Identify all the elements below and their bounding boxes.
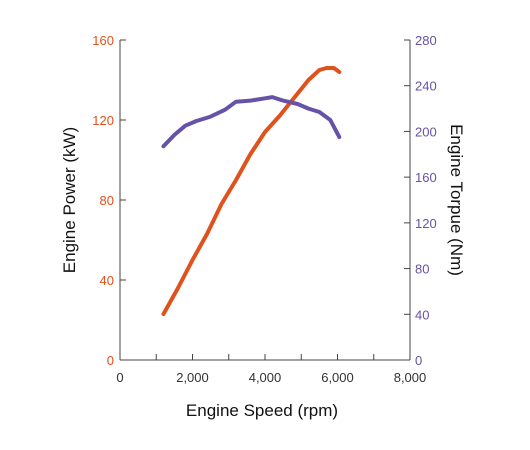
right-tick-label: 40	[415, 307, 429, 322]
x-tick-label: 0	[116, 370, 123, 385]
right-tick-label: 280	[415, 33, 437, 48]
right-tick-label: 0	[415, 353, 422, 368]
left-axis-title: Engine Power (kW)	[60, 127, 79, 273]
tick-labels: 0 2,000 4,000 6,000 8,000 0 40 80 120 160 0 40 80 120…	[92, 33, 436, 385]
x-tick-label: 2,000	[176, 370, 209, 385]
right-axis-title: Engine Torpue (Nm)	[447, 124, 466, 276]
right-tick-label: 240	[415, 79, 437, 94]
right-tick-label: 160	[415, 170, 437, 185]
x-tick-label: 6,000	[321, 370, 354, 385]
series-lines	[161, 66, 342, 316]
axes	[119, 39, 411, 361]
left-tick-label: 120	[92, 113, 114, 128]
x-tick-label: 8,000	[394, 370, 427, 385]
right-tick-label: 80	[415, 262, 429, 277]
torque-line	[161, 95, 342, 149]
left-tick-label: 160	[92, 33, 114, 48]
right-tick-label: 200	[415, 124, 437, 139]
right-tick-label: 120	[415, 216, 437, 231]
x-axis-title: Engine Speed (rpm)	[186, 401, 338, 420]
left-tick-label: 80	[100, 193, 114, 208]
left-tick-label: 40	[100, 273, 114, 288]
x-tick-label: 4,000	[249, 370, 282, 385]
power-line	[161, 66, 342, 316]
left-tick-label: 0	[107, 353, 114, 368]
